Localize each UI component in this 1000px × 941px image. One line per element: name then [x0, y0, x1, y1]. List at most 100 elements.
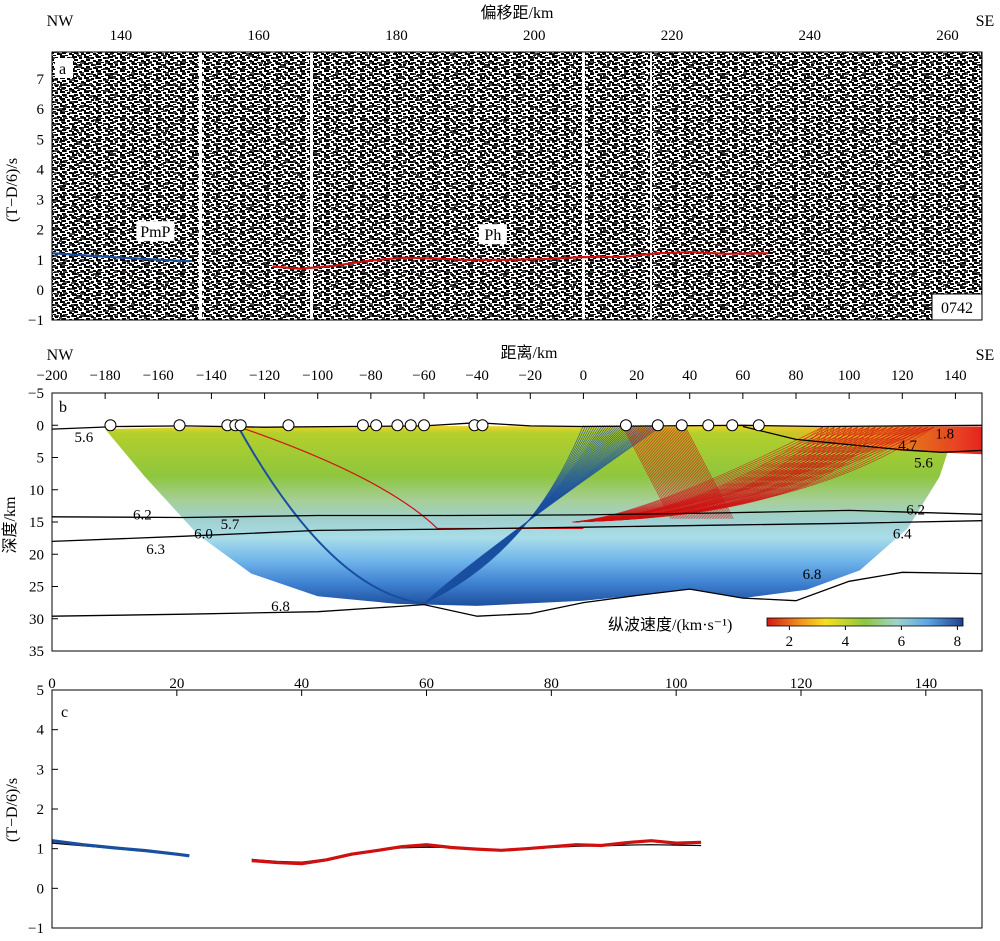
x-tick-label: 20 — [169, 676, 184, 692]
y-tick-label: 20 — [29, 547, 44, 563]
pg-ray-steep — [645, 427, 694, 519]
observed-line — [251, 839, 702, 866]
x-tick-label: 200 — [523, 28, 546, 44]
x-tick-label: −200 — [37, 368, 68, 384]
y-tick-label: 4 — [37, 723, 45, 739]
panel-b-letter-box — [55, 396, 73, 416]
panel-a-top-axis-label: 偏移距/km — [481, 4, 554, 22]
pg-ray-steep — [638, 427, 688, 519]
station-marker — [651, 419, 664, 432]
station-marker — [282, 419, 295, 432]
x-tick-label: 220 — [661, 28, 684, 44]
panel-a-x-axis: 140 160 180 200 220 240 260 — [51, 28, 959, 58]
x-tick-label: 80 — [544, 676, 559, 692]
colorbar-tick-label: 6 — [898, 634, 906, 650]
stations — [104, 419, 765, 432]
y-tick-label: 6 — [37, 102, 45, 118]
pg-ray-steep — [653, 427, 702, 519]
pg-ray-steep — [662, 427, 712, 519]
panel-b-nw: NW — [47, 347, 75, 364]
phase-label-box — [478, 224, 507, 245]
x-tick-label: 0 — [48, 676, 56, 692]
velocity-label: 6.8 — [271, 599, 290, 615]
y-tick-label: 3 — [37, 193, 45, 209]
colorbar-background — [602, 610, 974, 650]
pg-ray-steep — [626, 427, 675, 519]
x-tick-label: −160 — [143, 368, 174, 384]
pg-ray-steep — [669, 427, 718, 519]
station-marker — [702, 419, 715, 432]
x-tick-label: −100 — [302, 368, 333, 384]
velocity-label: 4.7 — [898, 438, 917, 454]
x-tick-label: 160 — [247, 28, 270, 44]
panel-c-y-axis: 5 4 3 2 1 0 −1 — [28, 683, 58, 937]
y-tick-label: 1 — [37, 253, 45, 269]
velocity-label: 5.6 — [914, 456, 933, 472]
x-tick-label: 260 — [936, 28, 959, 44]
panel-c-letter: c — [61, 704, 68, 721]
pg-ray-steep — [654, 427, 704, 519]
pg-ray-steep — [661, 427, 710, 519]
x-tick-label: −140 — [196, 368, 227, 384]
pg-ray-steep — [685, 427, 734, 519]
pg-ray-steep — [629, 427, 678, 519]
panel-b-top-axis-label: 距离/km — [501, 344, 558, 362]
velocity-label: 6.2 — [133, 507, 152, 523]
x-tick-label: 0 — [580, 368, 588, 384]
pg-ray-west — [237, 425, 584, 530]
pg-ray-steep — [670, 427, 720, 519]
panel-b-letter: b — [59, 399, 67, 416]
colorbar-ticks: 2 4 6 8 — [786, 626, 961, 650]
panel-b-velocity-model: −200 −180 −160 −140 −120 −100 −80 −60 −40 −20 0 20 4… — [1, 344, 994, 660]
station-marker — [173, 419, 186, 432]
panel-a-phase-labels: PmP Ph — [136, 221, 507, 245]
x-tick-label: 80 — [789, 368, 804, 384]
station-marker — [404, 419, 417, 432]
x-tick-label: 240 — [799, 28, 822, 44]
x-tick-label: −60 — [412, 368, 435, 384]
velocity-label: 5.6 — [75, 430, 94, 446]
interface-upper-crust-base — [52, 509, 982, 519]
y-tick-label: 0 — [37, 881, 45, 897]
panel-c-traveltime-fit: 0 20 40 60 80 100 120 140 5 4 3 2 1 0 −1 c (T−D/6)/s — [4, 676, 983, 937]
velocity-label: 6.4 — [893, 527, 912, 543]
panel-a-gaps — [199, 52, 652, 320]
y-tick-label: 15 — [29, 515, 44, 531]
interface-mid-crust — [52, 520, 982, 543]
y-tick-label: 0 — [37, 283, 45, 299]
pg-ray-steep — [634, 427, 683, 519]
pg-ray-steep — [666, 427, 715, 519]
colorbar-ramp — [766, 617, 964, 627]
pg-ray-steep — [664, 427, 713, 519]
x-tick-label: −40 — [465, 368, 488, 384]
panel-a-letter-box — [55, 58, 73, 78]
station-marker — [418, 419, 430, 432]
x-tick-label: 20 — [629, 368, 644, 384]
interface-topography — [52, 422, 982, 430]
phase-label-box — [136, 221, 175, 242]
x-tick-label: −180 — [90, 368, 121, 384]
station-marker — [476, 419, 489, 432]
x-tick-label: 120 — [790, 676, 813, 692]
pg-ray-steep — [627, 427, 677, 519]
y-tick-label: 10 — [29, 483, 44, 499]
y-tick-label: 4 — [37, 162, 45, 178]
pmp-ray-west — [237, 426, 425, 605]
station-id-box — [931, 293, 983, 321]
pg-ray-steep — [667, 427, 717, 519]
y-tick-label: 0 — [37, 418, 45, 434]
y-tick-label: 2 — [37, 223, 45, 239]
pg-ray-steep — [632, 427, 681, 519]
x-tick-label: −80 — [359, 368, 382, 384]
pg-ray-steep — [677, 427, 726, 519]
y-tick-label: 2 — [37, 802, 45, 818]
y-tick-label: −1 — [28, 313, 44, 329]
pg-ray-steep — [674, 427, 723, 519]
x-tick-label: 60 — [419, 676, 434, 692]
velocity-label: 6.8 — [803, 567, 822, 583]
x-tick-label: −20 — [519, 368, 542, 384]
station-marker — [752, 419, 765, 432]
interface-sed-base-east — [742, 425, 982, 453]
pg-ray-steep — [675, 427, 724, 519]
